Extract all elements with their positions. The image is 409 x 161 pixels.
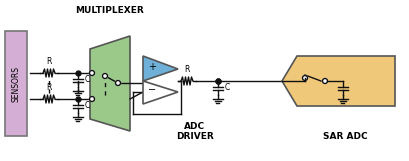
Circle shape xyxy=(302,76,307,80)
Polygon shape xyxy=(90,36,130,131)
Circle shape xyxy=(89,71,94,76)
Text: SENSORS: SENSORS xyxy=(11,66,20,101)
FancyBboxPatch shape xyxy=(5,31,27,136)
Circle shape xyxy=(102,74,107,79)
Text: C: C xyxy=(225,84,230,93)
Text: SAR ADC: SAR ADC xyxy=(322,132,366,141)
Circle shape xyxy=(89,96,94,101)
Polygon shape xyxy=(143,56,178,81)
Text: ADC
DRIVER: ADC DRIVER xyxy=(176,122,213,141)
Text: +: + xyxy=(148,62,155,72)
Polygon shape xyxy=(143,81,178,104)
Circle shape xyxy=(115,80,120,85)
Text: R: R xyxy=(46,83,52,92)
Text: R: R xyxy=(46,57,52,66)
Circle shape xyxy=(322,79,327,84)
Polygon shape xyxy=(281,56,394,106)
Text: C: C xyxy=(85,101,90,110)
Text: R: R xyxy=(184,65,189,74)
Text: −: − xyxy=(148,85,156,95)
Text: MULTIPLEXER: MULTIPLEXER xyxy=(75,6,144,15)
Text: C: C xyxy=(85,76,90,85)
